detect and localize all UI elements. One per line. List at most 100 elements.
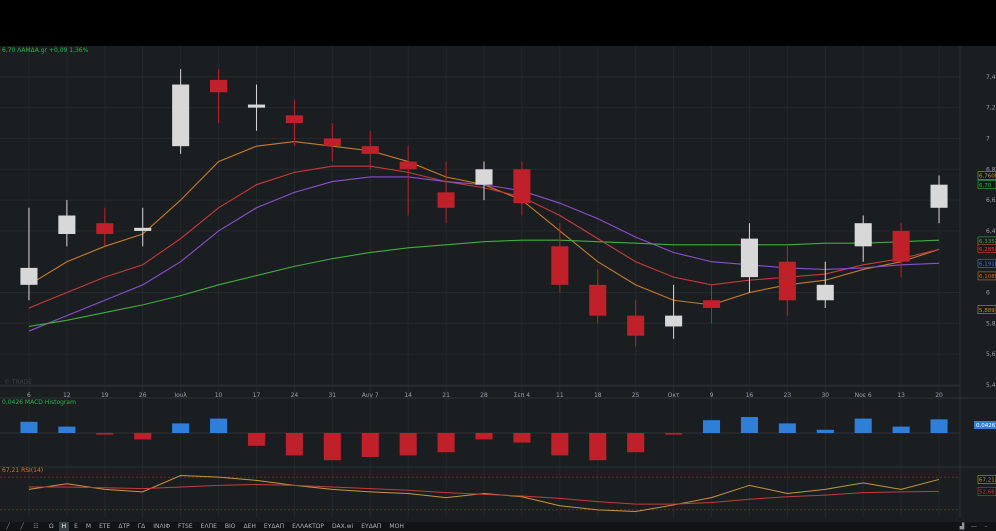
candle-body[interactable] bbox=[892, 230, 910, 262]
grid-icon[interactable]: ☷ bbox=[33, 523, 39, 530]
candle-body[interactable] bbox=[627, 315, 645, 336]
candle-body[interactable] bbox=[816, 284, 834, 301]
candle-body[interactable] bbox=[589, 284, 607, 316]
candle-body[interactable] bbox=[323, 138, 341, 147]
toolbar-item[interactable]: ΕΛΠΕ bbox=[200, 523, 217, 530]
toolbar-item[interactable]: ΜΟΗ bbox=[389, 523, 404, 530]
time-tick-label: 31 bbox=[328, 392, 336, 399]
toolbar-item[interactable]: ΔΤΡ bbox=[118, 523, 130, 530]
candle-body[interactable] bbox=[930, 184, 948, 208]
time-tick-label: 20 bbox=[935, 392, 943, 399]
time-tick-label: 21 bbox=[442, 392, 450, 399]
price-tick-label: 5,6 bbox=[986, 351, 996, 358]
candle-body[interactable] bbox=[437, 192, 455, 208]
draw-line-icon[interactable]: ╱ bbox=[6, 523, 10, 530]
time-tick-label: 23 bbox=[784, 392, 792, 399]
time-tick-label: 12 bbox=[63, 392, 71, 399]
macd-bar bbox=[702, 420, 721, 433]
toolbar-item[interactable]: ΕΤΕ bbox=[99, 523, 111, 530]
candle-body[interactable] bbox=[210, 79, 228, 93]
candle-body[interactable] bbox=[361, 146, 379, 154]
candle-body[interactable] bbox=[172, 84, 190, 147]
time-tick-label: Ιουλ bbox=[174, 392, 187, 399]
toolbar-item[interactable]: Η bbox=[58, 522, 70, 531]
time-tick-label: 26 bbox=[139, 392, 147, 399]
candle-body[interactable] bbox=[134, 227, 152, 231]
toolbar-item[interactable]: ΕΥΔΑΠ bbox=[361, 523, 382, 530]
toolbar-item[interactable]: ΙΝΛΙΦ bbox=[153, 523, 171, 530]
candle-body[interactable] bbox=[58, 215, 76, 234]
toolbar-item[interactable]: ΕΛΛΑΚΤΩΡ bbox=[292, 523, 325, 530]
macd-bar bbox=[323, 433, 341, 461]
time-tick-label: 19 bbox=[101, 392, 109, 399]
price-badge-label: 5,889 bbox=[979, 308, 995, 314]
macd-bar bbox=[854, 418, 872, 433]
bottom-toolbar: ╱ ╱ ☷ Ω Η Ε Μ ΕΤΕ ΔΤΡ ΓΔ ΙΝΛΙΦ FTSE ΕΛΠΕ ΒΙΟ ΔΕΗ ΕΥΔ… bbox=[0, 522, 996, 531]
rsi-series-line bbox=[28, 484, 940, 505]
candle-body[interactable] bbox=[513, 169, 531, 204]
toolbar-item[interactable]: Ε bbox=[74, 523, 78, 530]
candle-body[interactable] bbox=[96, 223, 114, 234]
rsi-level-label: 52,66 bbox=[979, 489, 995, 495]
candle-body[interactable] bbox=[475, 169, 493, 185]
price-badge bbox=[977, 171, 996, 180]
price-badge bbox=[977, 305, 996, 314]
price-badge bbox=[977, 180, 996, 189]
time-tick-label: 10 bbox=[215, 392, 223, 399]
toolbar-item[interactable]: FTSE bbox=[178, 523, 193, 530]
time-tick-label: 25 bbox=[632, 392, 640, 399]
toolbar-item[interactable]: ΓΔ bbox=[137, 523, 146, 530]
toolbar-item[interactable]: Ω bbox=[49, 523, 54, 530]
candle-body[interactable] bbox=[854, 223, 872, 247]
candle-body[interactable] bbox=[665, 315, 683, 327]
candle-body[interactable] bbox=[20, 267, 38, 285]
macd-bar bbox=[778, 423, 796, 433]
time-tick-label: 28 bbox=[480, 392, 488, 399]
price-tick-label: 5,4 bbox=[986, 382, 996, 389]
toolbar-item[interactable]: ΕΥΔΑΠ bbox=[263, 523, 285, 530]
toolbar-item[interactable]: Μ bbox=[85, 523, 92, 530]
ruler-icon[interactable]: ╱ bbox=[20, 523, 24, 530]
price-badge bbox=[977, 244, 996, 253]
time-tick-label: 11 bbox=[556, 392, 564, 399]
price-badge-label: 6,7600 bbox=[979, 174, 996, 180]
rsi-level-badge bbox=[977, 487, 996, 496]
toolbar-item[interactable]: ΔΕΗ bbox=[243, 523, 256, 530]
time-tick-label: 18 bbox=[594, 392, 602, 399]
time-tick-label: 16 bbox=[746, 392, 754, 399]
time-tick-label: Οκτ bbox=[668, 392, 680, 399]
bar-chart-icon[interactable]: ▟ bbox=[959, 523, 965, 530]
moving-average-green bbox=[28, 239, 940, 327]
price-tick-label: 7,2 bbox=[986, 105, 996, 112]
dash-icon[interactable]: – bbox=[984, 523, 988, 530]
candle-body[interactable] bbox=[285, 115, 303, 124]
macd-bar bbox=[172, 423, 190, 433]
macd-value-label: 0,0426 bbox=[976, 423, 996, 429]
toolbar-item[interactable]: DAX.wi bbox=[332, 523, 354, 530]
macd-bar bbox=[551, 433, 569, 456]
rsi-series-line bbox=[28, 475, 940, 512]
price-tick-label: 6,8 bbox=[986, 166, 996, 173]
time-tick-label: 14 bbox=[404, 392, 412, 399]
candle-body[interactable] bbox=[399, 161, 417, 170]
macd-bar bbox=[589, 433, 607, 461]
toolbar-right: ▟ — – bbox=[958, 523, 996, 530]
candle-body[interactable] bbox=[702, 300, 721, 308]
chart-area[interactable]: 7,4 7,2 7 6,8 6,6 6,4 6 5,8 5,6 5,4 6,7600 6,70 6,33… bbox=[0, 46, 996, 522]
macd-bar bbox=[665, 433, 683, 435]
minimize-icon[interactable]: — bbox=[971, 523, 977, 530]
time-tick-label: Σεπ 4 bbox=[514, 392, 531, 399]
candle-body[interactable] bbox=[778, 261, 796, 301]
rsi-value-badge bbox=[977, 475, 996, 484]
macd-bar bbox=[210, 418, 228, 433]
chart-svg[interactable]: 7,4 7,2 7 6,8 6,6 6,4 6 5,8 5,6 5,4 6,7600 6,70 6,33… bbox=[0, 46, 996, 522]
macd-bar bbox=[247, 433, 266, 446]
toolbar-item[interactable]: ΒΙΟ bbox=[224, 523, 236, 530]
macd-bar bbox=[285, 433, 303, 456]
macd-bar bbox=[96, 433, 114, 435]
candle-body[interactable] bbox=[740, 238, 758, 278]
price-tick-label: 5,8 bbox=[986, 320, 996, 327]
candle-body[interactable] bbox=[247, 104, 266, 108]
candle-body[interactable] bbox=[551, 246, 569, 285]
